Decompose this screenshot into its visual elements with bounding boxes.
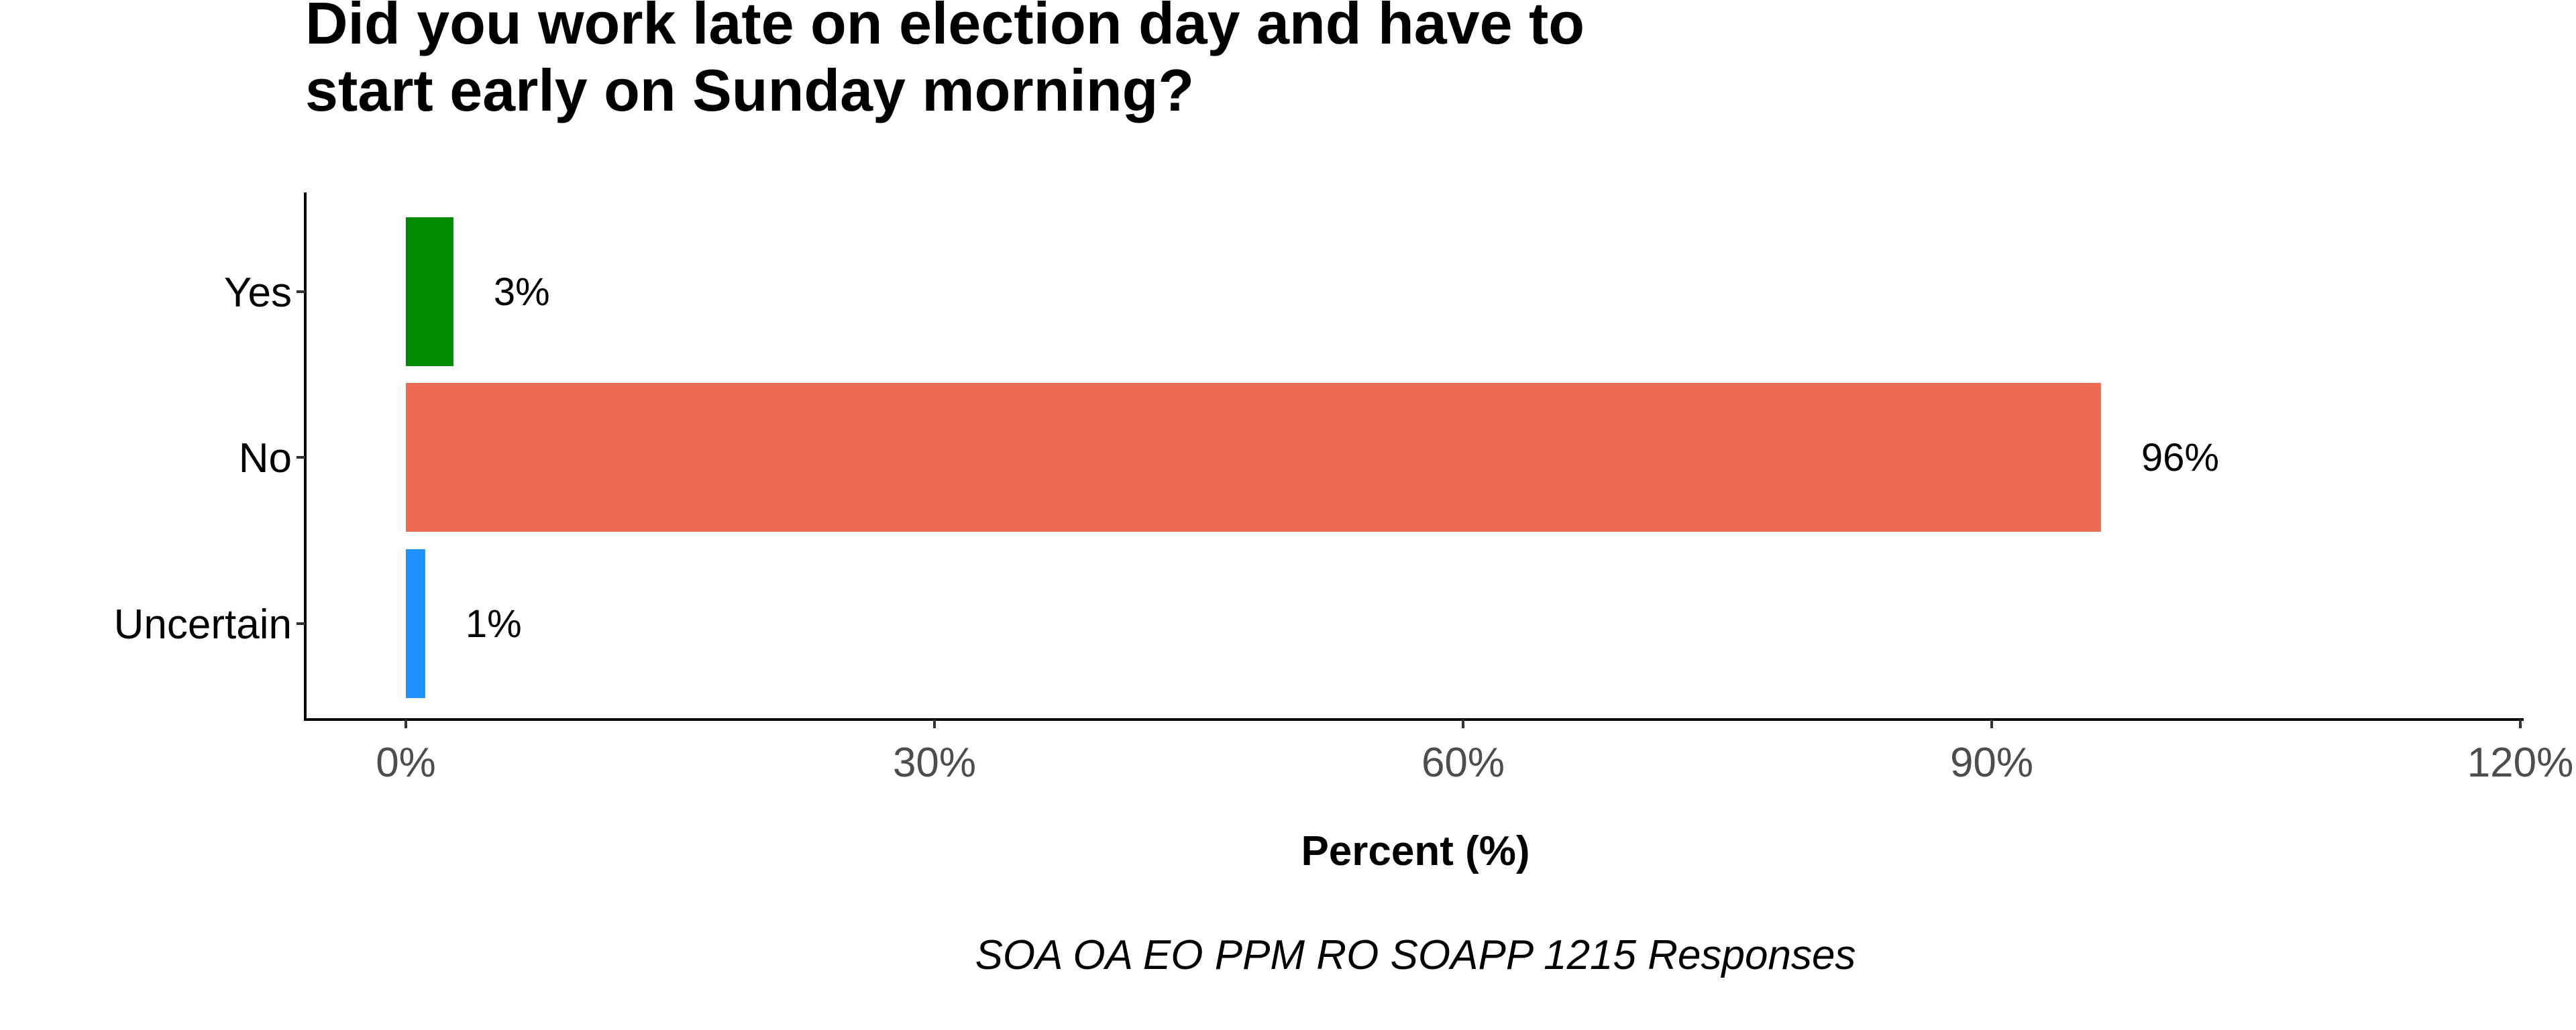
- bar-no: [406, 383, 2101, 532]
- data-label-yes: 3%: [494, 270, 550, 314]
- x-axis-ticks: 0% 30% 60% 90% 120%: [376, 720, 2573, 786]
- chart-title-line-1: Did you work late on election day and ha…: [305, 0, 1585, 56]
- x-axis-title: Percent (%): [1301, 828, 1529, 874]
- y-tick-label-uncertain: Uncertain: [114, 602, 292, 648]
- x-tick-label-0: 0%: [376, 740, 436, 786]
- data-label-no: 96%: [2141, 436, 2219, 479]
- x-tick-label-90: 90%: [1950, 740, 2033, 786]
- x-tick-label-30: 30%: [893, 740, 976, 786]
- chart-title-line-2: start early on Sunday morning?: [305, 57, 1194, 123]
- y-tick-label-yes: Yes: [224, 270, 292, 316]
- data-labels: 3% 96% 1%: [466, 270, 2219, 646]
- data-label-uncertain: 1%: [466, 602, 522, 646]
- x-tick-label-120: 120%: [2467, 740, 2574, 786]
- bar-uncertain: [406, 549, 425, 698]
- bars-layer: [406, 217, 2101, 698]
- x-tick-label-60: 60%: [1421, 740, 1505, 786]
- chart-caption: SOA OA EO PPM RO SOAPP 1215 Responses: [975, 932, 1856, 978]
- y-tick-label-no: No: [239, 435, 292, 481]
- bar-yes: [406, 217, 453, 366]
- y-axis-labels: Yes No Uncertain: [114, 270, 305, 648]
